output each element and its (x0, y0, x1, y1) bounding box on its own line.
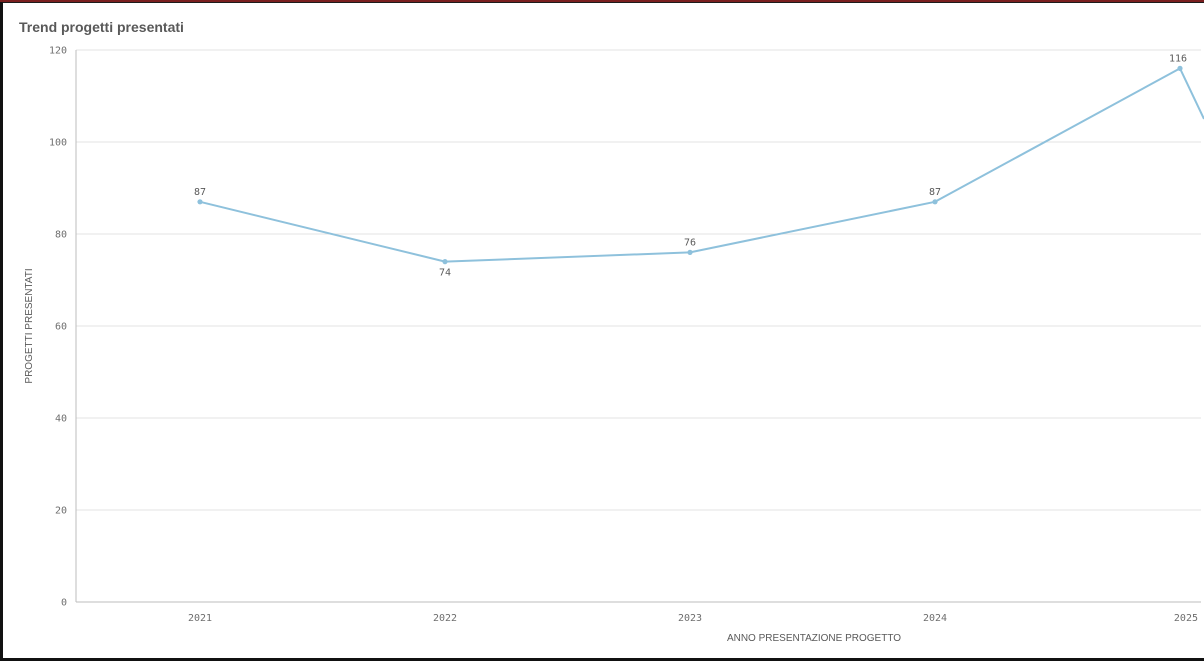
x-tick-label: 2024 (923, 613, 947, 624)
series-line (199, 67, 1204, 263)
y-tick-label: 0 (61, 598, 67, 609)
y-tick-label: 20 (55, 506, 67, 517)
data-label: 87 (929, 187, 941, 198)
y-axis-title: PROGETTI PRESENTATI (24, 268, 35, 383)
data-point (1177, 65, 1183, 71)
data-label: 74 (439, 268, 451, 279)
y-tick-label: 60 (55, 322, 67, 333)
axes: 0 20 40 60 80 100 120 2021 2022 2023 2024 2025 (49, 46, 1201, 624)
x-tick-label: 2025 (1174, 613, 1198, 624)
data-point (197, 199, 203, 205)
panel-top-border (0, 0, 1204, 2)
data-label: 87 (194, 187, 206, 198)
series (197, 65, 1204, 265)
data-label: 76 (684, 237, 696, 248)
x-tick-label: 2021 (188, 613, 212, 624)
x-tick-label: 2023 (678, 613, 702, 624)
y-tick-label: 40 (55, 414, 67, 425)
chart-title: Trend progetti presentati (19, 19, 184, 35)
data-point (687, 249, 693, 255)
data-labels: 87 74 76 87 116 (194, 53, 1187, 278)
y-tick-label: 100 (49, 138, 67, 149)
data-label: 116 (1169, 53, 1187, 64)
gridlines (76, 49, 1201, 603)
x-axis-title: ANNO PRESENTAZIONE PROGETTO (727, 633, 901, 644)
x-tick-label: 2022 (433, 613, 457, 624)
y-tick-label: 120 (49, 46, 67, 57)
data-point (932, 199, 938, 205)
data-point (442, 259, 448, 265)
y-tick-label: 80 (55, 230, 67, 241)
